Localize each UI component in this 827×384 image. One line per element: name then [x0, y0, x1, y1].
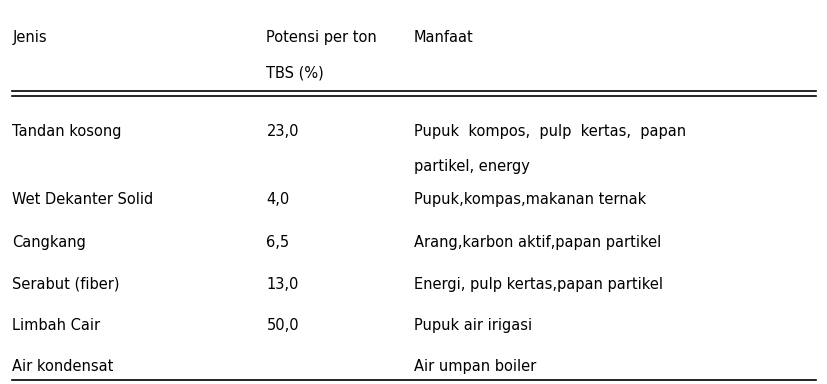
Text: Manfaat: Manfaat — [414, 30, 473, 45]
Text: Jenis: Jenis — [12, 30, 47, 45]
Text: Air kondensat: Air kondensat — [12, 359, 113, 374]
Text: Limbah Cair: Limbah Cair — [12, 318, 100, 333]
Text: Arang,karbon aktif,papan partikel: Arang,karbon aktif,papan partikel — [414, 235, 661, 250]
Text: Pupuk,kompas,makanan ternak: Pupuk,kompas,makanan ternak — [414, 192, 645, 207]
Text: 13,0: 13,0 — [266, 276, 299, 291]
Text: 6,5: 6,5 — [266, 235, 289, 250]
Text: Air umpan boiler: Air umpan boiler — [414, 359, 536, 374]
Text: 4,0: 4,0 — [266, 192, 289, 207]
Text: Potensi per ton

TBS (%): Potensi per ton TBS (%) — [266, 30, 377, 80]
Text: Serabut (fiber): Serabut (fiber) — [12, 276, 120, 291]
Text: Pupuk  kompos,  pulp  kertas,  papan

partikel, energy: Pupuk kompos, pulp kertas, papan partike… — [414, 124, 686, 174]
Text: Energi, pulp kertas,papan partikel: Energi, pulp kertas,papan partikel — [414, 276, 662, 291]
Text: Pupuk air irigasi: Pupuk air irigasi — [414, 318, 532, 333]
Text: Wet Dekanter Solid: Wet Dekanter Solid — [12, 192, 154, 207]
Text: 50,0: 50,0 — [266, 318, 299, 333]
Text: 23,0: 23,0 — [266, 124, 299, 139]
Text: Cangkang: Cangkang — [12, 235, 86, 250]
Text: Tandan kosong: Tandan kosong — [12, 124, 122, 139]
